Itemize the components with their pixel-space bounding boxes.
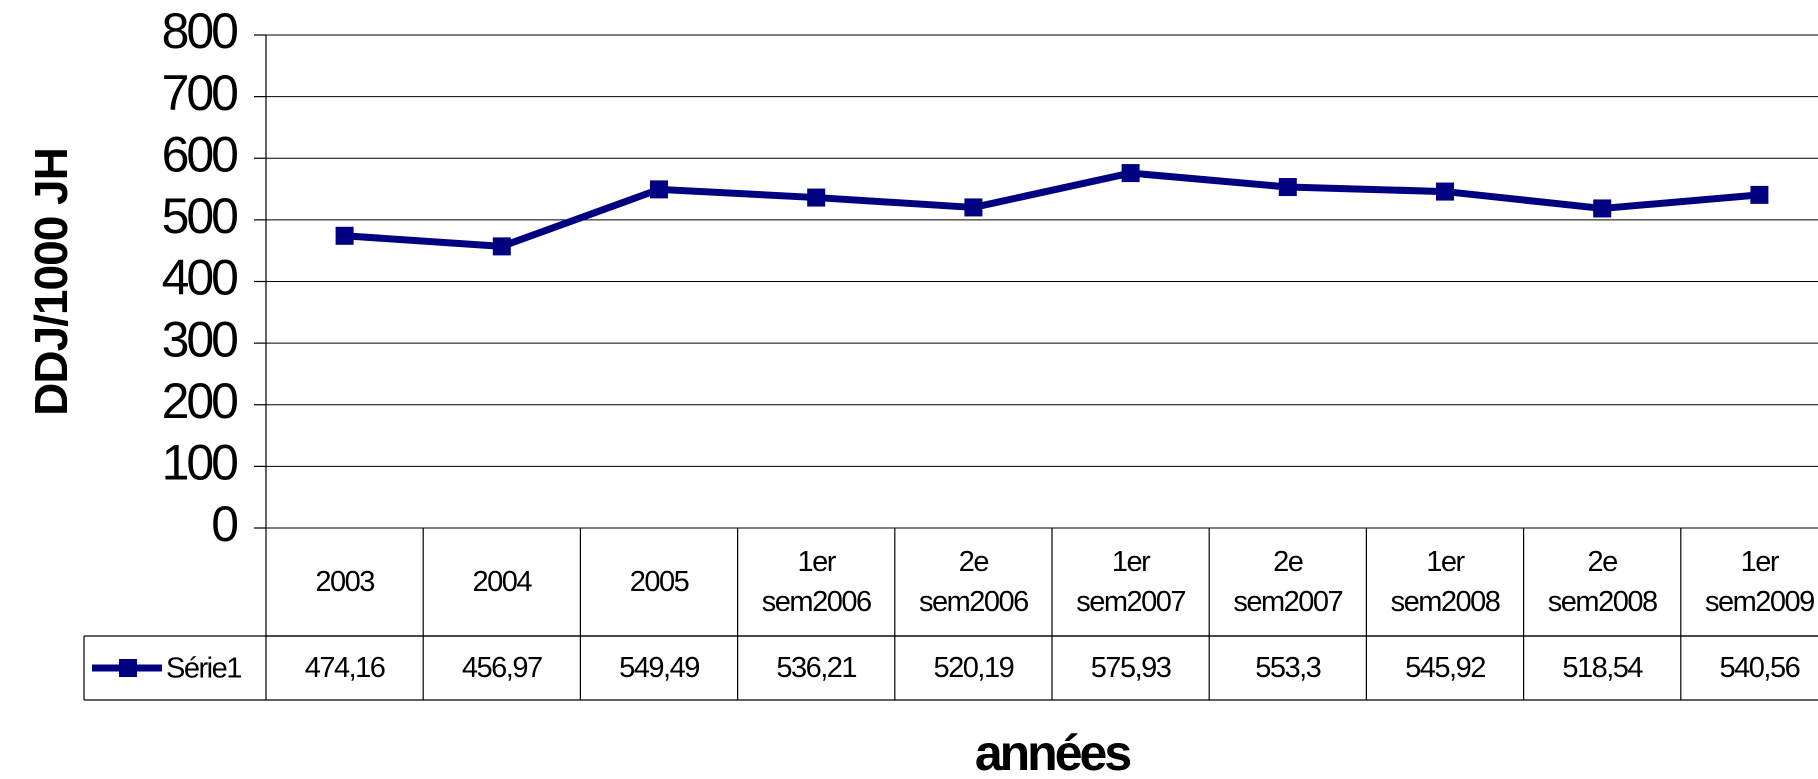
value-cell-text: 474,16 [304,652,386,684]
value-cell: 575,93 [1052,636,1209,700]
data-point [1121,164,1140,183]
value-cell-text: 518,54 [1562,652,1643,684]
category-cell-text: 1er sem2006 [761,546,872,618]
value-cell: 520,19 [895,636,1052,700]
y-tick-label: 500 [162,188,238,244]
value-cell-text: 575,93 [1090,652,1172,684]
x-axis-label: années [975,725,1131,779]
y-tick-label: 700 [162,65,238,121]
data-point [1750,185,1769,204]
data-point [1436,182,1454,201]
y-tick-label: 0 [211,496,237,552]
data-point [1278,178,1297,197]
category-cell-text: 1er sem2007 [1076,546,1186,618]
value-cell: 474,16 [266,636,423,700]
category-cell-text: 1er sem2008 [1390,546,1501,618]
y-tick-label: 100 [162,435,238,491]
value-cell: 456,97 [423,636,580,700]
y-axis-label: DDJ/1000 JH [25,148,77,416]
value-cell-text: 540,56 [1719,652,1801,684]
y-tick-label: 300 [162,311,238,367]
category-cell-text: 2e sem2007 [1233,546,1343,618]
series-line [344,169,1760,250]
category-cell-text: 2005 [629,566,690,598]
value-cell: 536,21 [738,636,895,700]
value-cell: 518,54 [1524,636,1681,700]
value-cell-text: 536,21 [776,652,857,684]
value-cell-text: 553,3 [1255,652,1322,684]
category-cell: 1er sem2007 [1052,528,1209,636]
category-cell: 2e sem2006 [895,528,1052,636]
data-point [807,188,826,207]
value-cell-text: 549,49 [619,652,700,684]
category-cell: 2003 [266,528,423,636]
category-cell-text: 2004 [472,566,533,598]
value-cell-text: 456,97 [461,652,543,684]
category-cell: 1er sem2006 [738,528,895,636]
y-tick-label: 200 [162,373,238,429]
data-point [335,226,354,245]
legend-label: Série1 [166,653,241,685]
category-cell: 2004 [423,528,580,636]
category-cell: 1er sem2008 [1366,528,1523,636]
category-cell: 2005 [580,528,737,636]
category-cell: 2e sem2008 [1524,528,1681,636]
data-point [492,237,511,256]
y-tick-label: 600 [162,126,238,182]
category-cell-text: 1er sem2009 [1704,546,1815,618]
value-cell-text: 545,92 [1405,652,1486,684]
data-point [1593,199,1612,218]
category-cell: 1er sem2009 [1681,528,1818,636]
category-cell-text: 2e sem2006 [918,546,1029,618]
y-tick-label: 400 [162,250,238,306]
value-cell: 540,56 [1681,636,1818,700]
value-cell: 549,49 [580,636,737,700]
data-point [650,180,668,199]
category-cell-text: 2e sem2008 [1547,546,1658,618]
value-cell: 553,3 [1209,636,1366,700]
data-point [964,198,983,217]
category-cell: 2e sem2007 [1209,528,1366,636]
value-cell-text: 520,19 [933,652,1015,684]
legend-marker [119,659,137,677]
category-cell-text: 2003 [315,566,375,598]
y-tick-label: 800 [162,3,238,59]
value-cell: 545,92 [1366,636,1523,700]
